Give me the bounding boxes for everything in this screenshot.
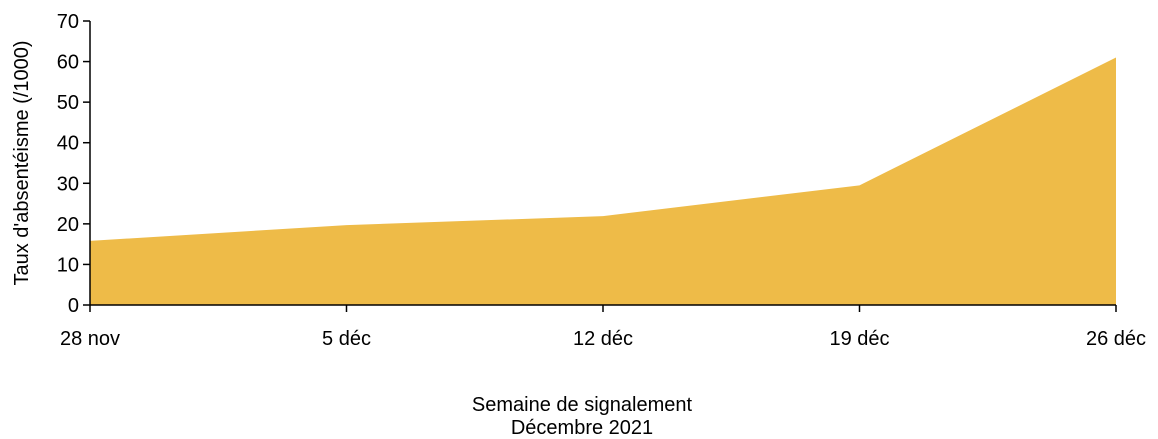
area-layer xyxy=(90,57,1116,306)
x-axis-title-line-2: Décembre 2021 xyxy=(511,417,653,439)
y-tick-label: 50 xyxy=(57,92,79,114)
x-axis-title-line-1: Semaine de signalement xyxy=(472,394,693,416)
x-tick-label: 5 déc xyxy=(322,328,371,350)
x-tick-label: 26 déc xyxy=(1086,328,1146,350)
y-tick-label: 20 xyxy=(57,214,79,236)
y-tick-label: 10 xyxy=(57,254,79,276)
y-axis-title: Taux d'absentéisme (/1000) xyxy=(11,40,33,285)
area-series-0 xyxy=(90,57,1116,306)
x-ticks: 28 nov 5 déc 12 déc 19 déc 26 déc xyxy=(60,305,1146,350)
x-tick-label: 28 nov xyxy=(60,328,120,350)
x-tick-label: 12 déc xyxy=(573,328,633,350)
y-tick-label: 70 xyxy=(57,11,79,33)
y-tick-label: 30 xyxy=(57,173,79,195)
y-ticks: 0 10 20 30 40 50 60 70 xyxy=(57,11,90,317)
y-tick-label: 60 xyxy=(57,52,79,74)
x-tick-label: 19 déc xyxy=(829,328,889,350)
y-tick-label: 0 xyxy=(68,295,79,317)
y-tick-label: 40 xyxy=(57,133,79,155)
